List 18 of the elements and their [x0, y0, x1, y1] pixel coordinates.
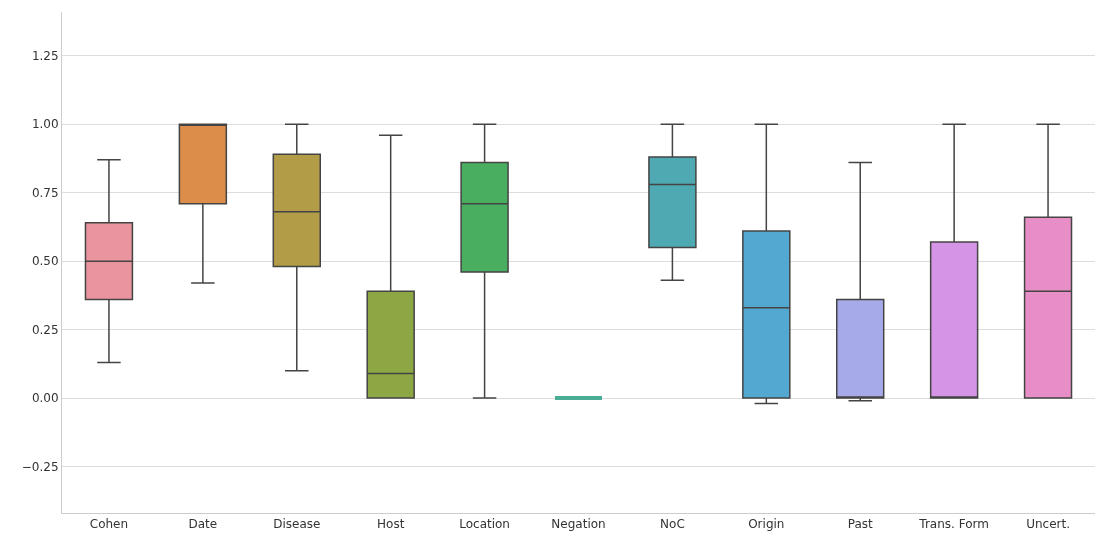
y-tick-label: 1.00	[31, 117, 59, 132]
x-tick-label: Past	[847, 517, 874, 532]
y-tick-label: −0.25	[21, 459, 59, 474]
x-tick-label: Origin	[748, 517, 785, 532]
y-tick-label: 0.00	[31, 391, 59, 406]
x-tick-label: Location	[459, 517, 510, 532]
x-tick-label: Date	[188, 517, 218, 532]
y-tick-label: 0.25	[31, 322, 59, 337]
x-tick-label: Negation	[551, 517, 606, 532]
y-tick-label: 1.25	[31, 49, 59, 63]
x-tick-label: Cohen	[89, 517, 129, 532]
x-tick-label: NoC	[660, 517, 685, 532]
y-tick-label: 0.50	[31, 254, 59, 269]
y-tick-label: 0.75	[31, 185, 59, 200]
x-tick-label: Disease	[273, 517, 321, 532]
x-tick-label: Trans. Form	[918, 517, 989, 532]
x-tick-label: Host	[377, 517, 405, 532]
x-tick-label: Uncert.	[1026, 517, 1070, 532]
